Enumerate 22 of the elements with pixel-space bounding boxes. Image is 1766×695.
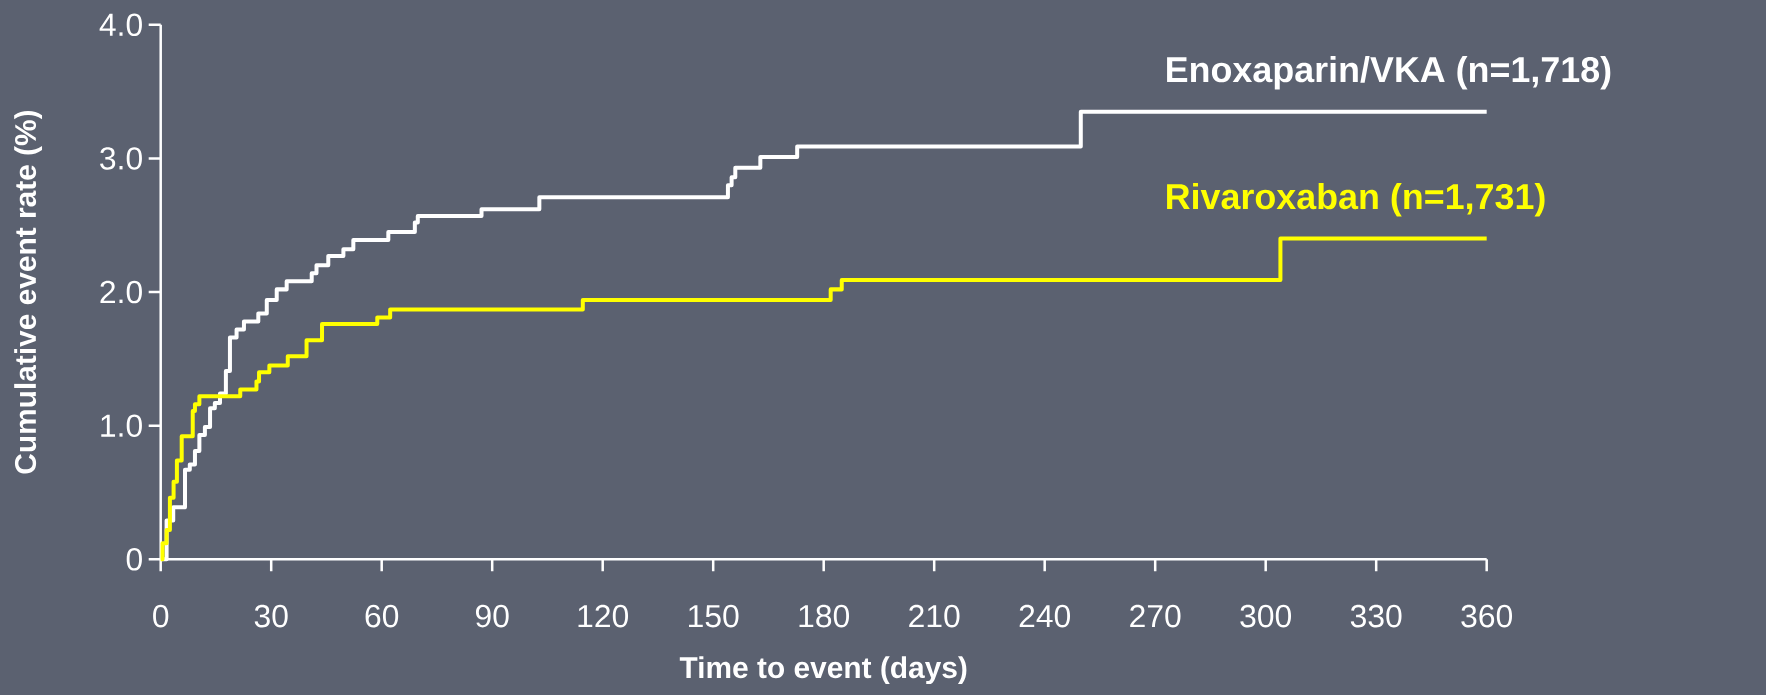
y-axis-title: Cumulative event rate (%): [14, 110, 43, 474]
x-tick-label: 180: [799, 604, 850, 628]
x-tick-label: 60: [365, 604, 399, 628]
x-tick-label: 240: [1019, 604, 1071, 628]
x-tick-label: 90: [475, 604, 509, 628]
x-tick-label: 300: [1240, 604, 1292, 628]
x-tick-label: 0: [153, 604, 169, 628]
x-tick-label: 150: [689, 604, 739, 628]
y-tick-label: 3.0: [100, 147, 142, 170]
series-label: Rivaroxaban (n=1,731): [1167, 182, 1545, 217]
y-tick-label: 0: [126, 548, 142, 571]
x-tick-label: 360: [1461, 604, 1513, 628]
y-tick-label: 4.0: [99, 13, 142, 37]
y-tick-label: 1.0: [101, 414, 142, 437]
x-tick-label: 270: [1130, 604, 1181, 628]
series-label: Enoxaparin/VKA (n=1,718): [1167, 56, 1611, 90]
y-tick-label: 2.0: [100, 280, 142, 304]
x-tick-label: 120: [578, 604, 629, 628]
x-tick-label: 330: [1350, 604, 1402, 628]
x-tick-label: 30: [254, 604, 288, 628]
x-tick-label: 210: [909, 604, 960, 628]
x-axis-title: Time to event (days): [679, 656, 967, 685]
